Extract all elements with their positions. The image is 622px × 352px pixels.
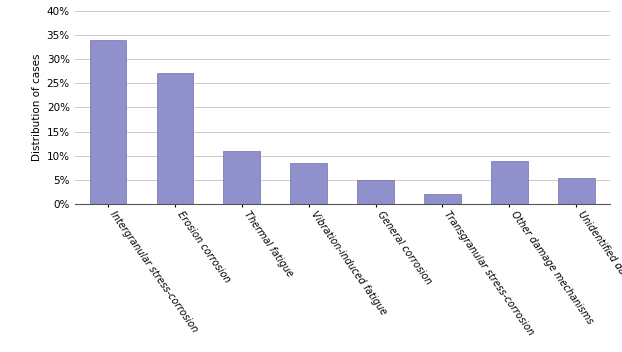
Bar (157, 74, 193, 204)
Y-axis label: Distribution of cases: Distribution of cases (32, 54, 42, 161)
Bar (424, 194, 461, 204)
Bar (90, 40, 126, 204)
Bar (558, 177, 595, 204)
Bar (491, 161, 527, 204)
Bar (290, 163, 327, 204)
Bar (357, 180, 394, 204)
Bar (223, 151, 260, 204)
